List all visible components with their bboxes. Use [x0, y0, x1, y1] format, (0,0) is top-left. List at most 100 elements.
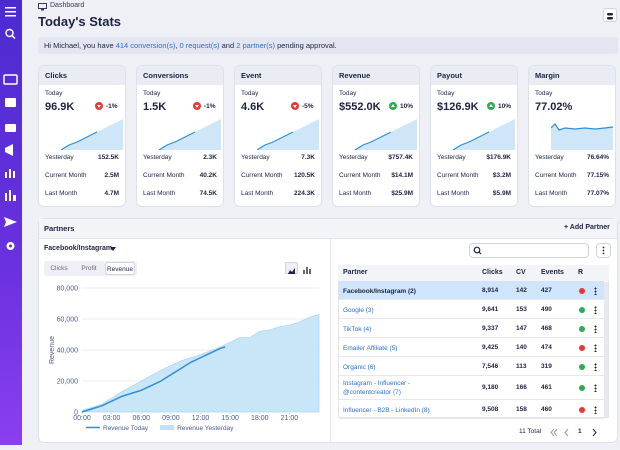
sparkline-line — [257, 131, 294, 150]
x-tick-label: 00:00 — [73, 415, 91, 422]
stat-value: $3.2M — [492, 172, 511, 179]
nav-icon[interactable] — [5, 144, 13, 156]
row-menu[interactable] — [594, 362, 597, 371]
badge-arrow — [97, 105, 101, 108]
chart-tab[interactable]: Revenue — [105, 262, 135, 275]
sparkline-line — [453, 131, 490, 150]
table-row[interactable] — [339, 400, 604, 419]
panel-header — [39, 219, 617, 239]
y-tick-label: 80,000 — [57, 286, 79, 293]
today-value: 4.6K — [241, 101, 265, 113]
today-label: Today — [535, 90, 553, 97]
bar-view-button[interactable] — [301, 262, 314, 274]
stat-value: $176.9K — [486, 154, 511, 161]
notice-link[interactable]: 414 conversion(s) — [115, 41, 176, 50]
stat-value: $14.1M — [391, 172, 413, 179]
prev-page[interactable] — [564, 428, 569, 437]
nav-icon[interactable] — [5, 193, 7, 201]
nav-dashboard[interactable] — [3, 74, 18, 85]
y-tick-label: 40,000 — [57, 348, 79, 355]
status-dot — [579, 406, 585, 413]
nav-icon[interactable] — [5, 124, 16, 132]
sparkline-line — [551, 123, 613, 131]
row-menu[interactable] — [594, 343, 597, 352]
row-menu[interactable] — [594, 384, 597, 392]
x-tick-label: 21:00 — [281, 415, 299, 422]
notice-link[interactable]: 0 request(s) — [179, 41, 220, 50]
stat-value: 77.15% — [586, 172, 609, 179]
partner-name[interactable]: Instagram - Influencer - @contentcreator… — [343, 380, 411, 396]
stat-value: 224.3K — [294, 190, 315, 197]
settings-toggle[interactable] — [603, 8, 617, 22]
y-axis-label: Revenue — [49, 336, 56, 364]
row-menu[interactable] — [594, 286, 597, 295]
stat-label: Last Month — [241, 190, 274, 197]
column-header: Events — [541, 269, 564, 276]
sidebar — [0, 0, 22, 445]
partner-name[interactable]: Facebook/Instagram (2) — [343, 287, 416, 295]
partner-name[interactable]: Organic (6) — [343, 363, 376, 371]
notice-bar: Hi Michael, you have 414 conversion(s), … — [38, 37, 618, 54]
partner-name[interactable]: Influencer - B2B - LinkedIn (8) — [343, 406, 430, 414]
badge-arrow — [489, 104, 493, 107]
sparkline — [159, 119, 221, 150]
partner-name[interactable]: TikTok (4) — [343, 325, 372, 333]
stat-value: 120.5K — [294, 172, 315, 179]
first-page[interactable] — [550, 428, 558, 437]
today-value: 96.9K — [45, 101, 75, 113]
current-page[interactable]: 1 — [578, 428, 582, 435]
events-cell: 474 — [541, 343, 552, 351]
table-row[interactable] — [339, 376, 604, 400]
notice-link[interactable]: 2 partner(s) — [236, 41, 275, 50]
table-row[interactable] — [339, 338, 604, 357]
stat-label: Yesterday — [143, 154, 172, 161]
total-count: 11 Total — [519, 428, 542, 435]
table-row[interactable] — [339, 319, 604, 338]
clicks-cell: 9,337 — [482, 324, 499, 332]
partner-select[interactable]: Facebook/Instagram — [44, 245, 113, 252]
panel-title: Partners — [44, 224, 75, 233]
x-tick-label: 09:00 — [162, 415, 180, 422]
x-tick-label: 03:00 — [103, 415, 121, 422]
search-box[interactable] — [469, 243, 589, 258]
clicks-cell: 8,914 — [482, 286, 499, 294]
breadcrumb[interactable]: Dashboard — [50, 2, 85, 9]
row-menu[interactable] — [594, 305, 597, 314]
table-row[interactable] — [339, 300, 604, 319]
change-badge — [487, 102, 495, 110]
card-title: Revenue — [333, 66, 419, 85]
notice-text: and — [219, 41, 237, 50]
table-row[interactable] — [339, 357, 604, 376]
cv-cell: 166 — [516, 384, 527, 391]
stat-value: 40.2K — [199, 172, 217, 179]
partner-name[interactable]: Google (3) — [343, 306, 374, 314]
badge-arrow — [391, 104, 395, 107]
change-badge — [193, 102, 201, 110]
clicks-cell: 9,508 — [482, 405, 499, 413]
row-menu[interactable] — [594, 324, 597, 333]
next-page[interactable] — [592, 428, 597, 437]
area-view-button[interactable] — [285, 262, 298, 274]
table-menu[interactable] — [596, 243, 611, 258]
stat-value: $757.4K — [388, 154, 413, 161]
breadcrumb-icon — [38, 3, 47, 11]
chart-tab[interactable]: Profit — [81, 265, 97, 272]
nav-icon[interactable] — [5, 98, 16, 107]
stat-label: Last Month — [437, 190, 470, 197]
stat-value: 77.07% — [586, 190, 609, 197]
stat-value: 76.64% — [586, 154, 609, 161]
nav-icon[interactable] — [4, 217, 17, 227]
status-dot — [579, 287, 585, 294]
change-badge — [389, 102, 397, 110]
stat-value: 2.3K — [203, 154, 217, 161]
row-menu[interactable] — [594, 405, 597, 414]
today-label: Today — [241, 90, 259, 97]
search-icon — [473, 246, 482, 255]
nav-icon[interactable] — [5, 172, 7, 178]
table-row[interactable] — [339, 281, 604, 300]
add-partner-button[interactable]: + Add Partner — [564, 224, 610, 231]
partner-name[interactable]: Emailer Affiliate (5) — [343, 344, 398, 352]
chart-tab[interactable]: Clicks — [50, 265, 68, 272]
menu-icon[interactable] — [5, 7, 16, 9]
search-icon[interactable] — [5, 28, 14, 38]
